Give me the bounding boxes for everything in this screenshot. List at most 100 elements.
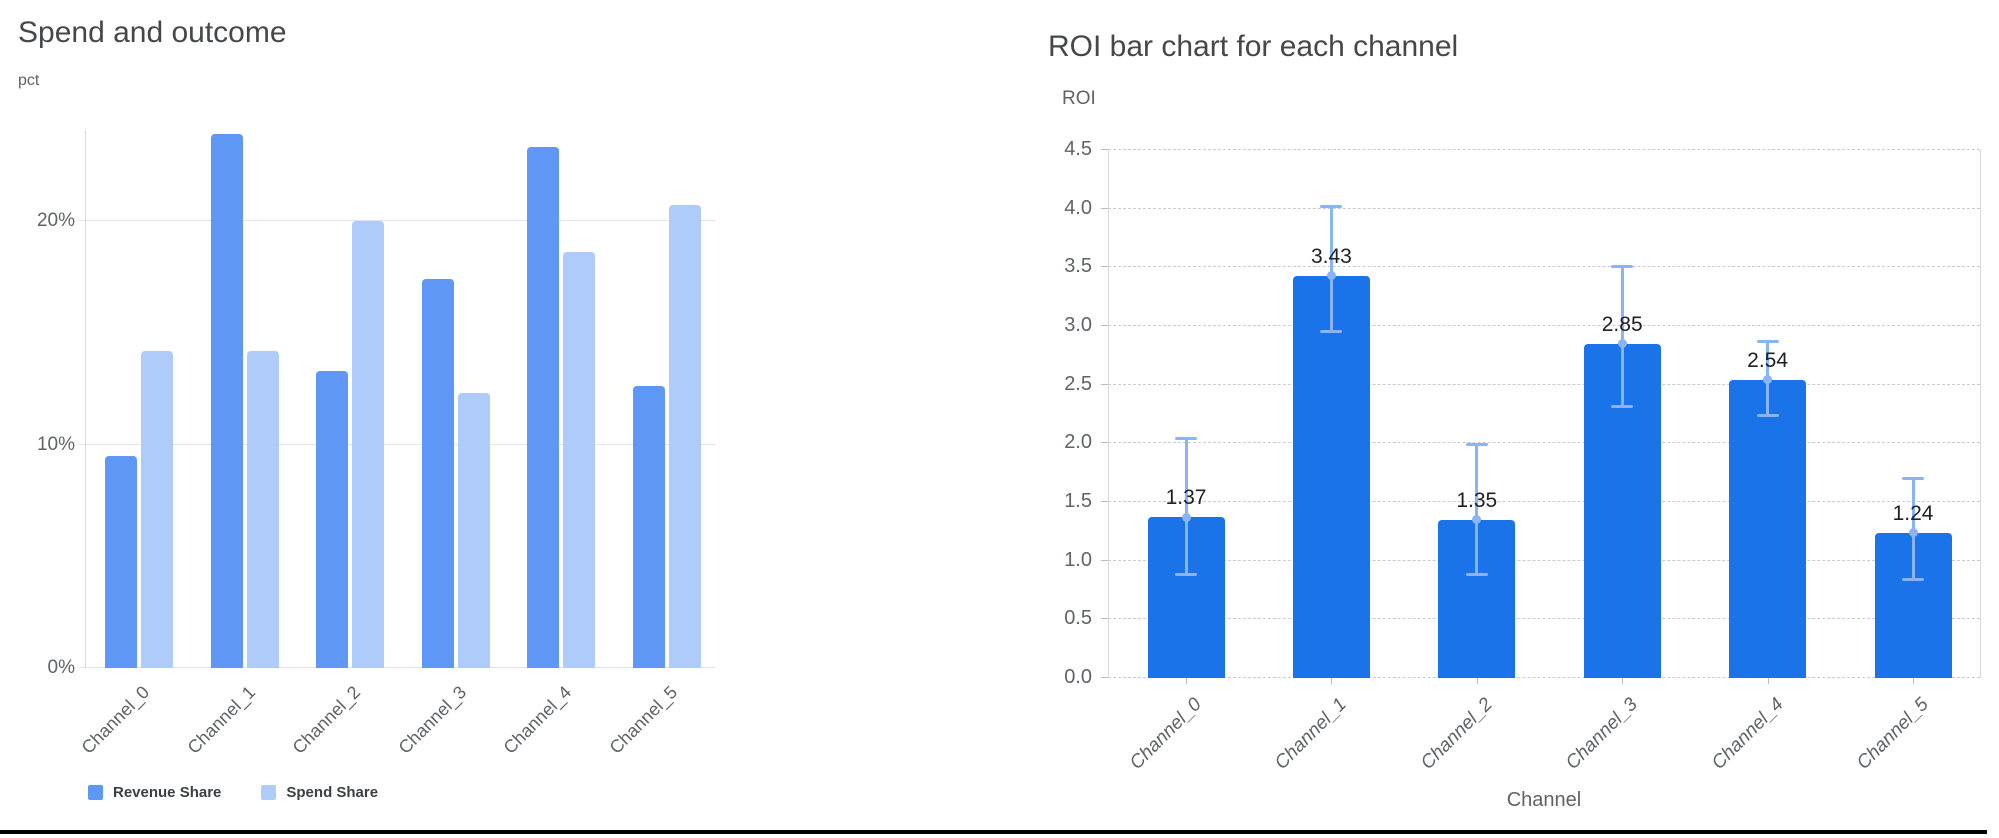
error-bar-line-Channel_3 bbox=[1620, 266, 1624, 407]
error-bar-marker-Channel_4 bbox=[1763, 375, 1773, 385]
bar-revenue-share-Channel_2[interactable] bbox=[316, 370, 349, 668]
y-tick-3.0 bbox=[1101, 325, 1108, 326]
gridline-0.5 bbox=[1108, 618, 1980, 620]
gridline-2.5 bbox=[1108, 383, 1980, 385]
bar-revenue-share-Channel_0[interactable] bbox=[105, 455, 137, 668]
bar-value-label-Channel_0: 1.37 bbox=[1165, 486, 1207, 510]
y-tick-label-3.5: 3.5 bbox=[1064, 255, 1092, 278]
bar-roi-Channel_1[interactable] bbox=[1292, 275, 1370, 678]
x-tick-Channel_1 bbox=[1331, 678, 1333, 684]
y-tick-label-2.5: 2.5 bbox=[1064, 372, 1092, 395]
y-tick-3.5 bbox=[1101, 266, 1108, 268]
gridline-3.0 bbox=[1108, 325, 1980, 326]
bar-value-label-Channel_3: 2.85 bbox=[1601, 312, 1643, 336]
error-bar-cap-bottom-Channel_2 bbox=[1465, 573, 1488, 577]
y-tick-2.0 bbox=[1101, 442, 1108, 444]
y-tick-label-0.5: 0.5 bbox=[1064, 607, 1092, 630]
gridline-4.0 bbox=[1108, 207, 1980, 209]
x-tick-Channel_2 bbox=[1476, 678, 1478, 684]
bar-spend-share-Channel_0[interactable] bbox=[141, 350, 173, 668]
x-tick-label-Channel_3: Channel_3 bbox=[1562, 694, 1643, 774]
error-bar-cap-bottom-Channel_0 bbox=[1175, 573, 1197, 577]
bottom-divider-line bbox=[0, 830, 1987, 834]
error-bar-line-Channel_2 bbox=[1475, 444, 1479, 575]
gridline-2.0 bbox=[1108, 442, 1980, 444]
x-tick-label-Channel_4: Channel_4 bbox=[1707, 694, 1788, 774]
x-tick-Channel_4 bbox=[1767, 678, 1769, 684]
legend-label-spend-share: Spend Share bbox=[286, 784, 379, 801]
bar-revenue-share-Channel_1[interactable] bbox=[210, 133, 243, 668]
gridline-4.5 bbox=[1108, 149, 1980, 150]
bar-revenue-share-Channel_3[interactable] bbox=[421, 279, 454, 668]
error-bar-cap-top-Channel_1 bbox=[1320, 204, 1343, 208]
error-bar-cap-top-Channel_3 bbox=[1611, 264, 1634, 268]
error-bar-cap-top-Channel_2 bbox=[1465, 443, 1488, 446]
y-tick-label-0%: 0% bbox=[47, 657, 75, 678]
roi-chart-title: ROI bar chart for each channel bbox=[1048, 30, 1459, 63]
error-bar-marker-Channel_2 bbox=[1472, 515, 1482, 525]
error-bar-cap-top-Channel_0 bbox=[1175, 437, 1197, 441]
error-bar-line-Channel_1 bbox=[1329, 206, 1333, 332]
bar-value-label-Channel_5: 1.24 bbox=[1892, 501, 1934, 525]
bar-value-label-Channel_1: 3.43 bbox=[1310, 244, 1352, 268]
y-tick-label-4.5: 4.5 bbox=[1064, 138, 1092, 160]
y-tick-1.0 bbox=[1101, 559, 1108, 561]
legend-label-revenue-share: Revenue Share bbox=[113, 784, 222, 801]
bar-revenue-share-Channel_5[interactable] bbox=[633, 386, 665, 668]
gridline-0% bbox=[79, 667, 715, 668]
error-bar-cap-bottom-Channel_3 bbox=[1611, 405, 1634, 409]
gridline-3.5 bbox=[1108, 266, 1980, 268]
bar-value-label-Channel_4: 2.54 bbox=[1747, 348, 1789, 372]
x-tick-Channel_3 bbox=[1622, 678, 1624, 684]
gridline-20% bbox=[79, 220, 715, 221]
y-tick-label-4.0: 4.0 bbox=[1064, 196, 1092, 219]
y-tick-4.0 bbox=[1101, 207, 1108, 209]
legend-item-spend-share[interactable]: Spend Share bbox=[261, 784, 378, 801]
gridline-1.5 bbox=[1108, 501, 1980, 502]
bar-spend-share-Channel_2[interactable] bbox=[352, 221, 385, 668]
x-tick-label-Channel_5: Channel_5 bbox=[1853, 694, 1933, 774]
x-tick-Channel_5 bbox=[1913, 678, 1914, 684]
x-tick-label-Channel_2: Channel_2 bbox=[1416, 694, 1497, 774]
bar-spend-share-Channel_5[interactable] bbox=[669, 205, 701, 668]
legend-item-revenue-share[interactable]: Revenue Share bbox=[88, 784, 221, 801]
gridline-10% bbox=[79, 443, 715, 445]
bar-spend-share-Channel_4[interactable] bbox=[563, 252, 596, 668]
x-tick-label-Channel_1: Channel_1 bbox=[1271, 694, 1352, 774]
y-tick-label-10%: 10% bbox=[36, 433, 75, 455]
gridline-0.0 bbox=[1108, 677, 1980, 678]
y-tick-label-0.0: 0.0 bbox=[1064, 666, 1092, 688]
y-tick-2.5 bbox=[1101, 383, 1108, 385]
plot-right-border bbox=[1980, 150, 1981, 678]
y-tick-0.5 bbox=[1101, 618, 1108, 620]
y-axis-line bbox=[85, 130, 86, 668]
x-tick-label-Channel_0: Channel_0 bbox=[1126, 694, 1206, 774]
error-bar-cap-top-Channel_4 bbox=[1756, 339, 1779, 343]
y-tick-label-3.0: 3.0 bbox=[1064, 314, 1092, 336]
y-tick-label-20%: 20% bbox=[36, 210, 75, 231]
bar-spend-share-Channel_3[interactable] bbox=[457, 393, 490, 668]
error-bar-cap-top-Channel_5 bbox=[1902, 477, 1924, 481]
y-axis-line bbox=[1108, 150, 1109, 678]
bar-roi-Channel_4[interactable] bbox=[1729, 379, 1807, 678]
y-tick-1.5 bbox=[1101, 501, 1108, 502]
error-bar-marker-Channel_1 bbox=[1326, 271, 1336, 281]
legend-swatch-spend-share bbox=[261, 785, 277, 800]
y-tick-label-2.0: 2.0 bbox=[1064, 431, 1092, 454]
bar-revenue-share-Channel_4[interactable] bbox=[527, 147, 560, 668]
bar-spend-share-Channel_1[interactable] bbox=[246, 350, 279, 668]
spend-outcome-chart-title: Spend and outcome bbox=[18, 16, 287, 49]
error-bar-marker-Channel_3 bbox=[1617, 339, 1627, 349]
error-bar-cap-bottom-Channel_4 bbox=[1756, 413, 1779, 417]
error-bar-cap-bottom-Channel_1 bbox=[1320, 330, 1343, 334]
y-tick-0.0 bbox=[1101, 677, 1108, 678]
y-tick-label-1.0: 1.0 bbox=[1064, 548, 1092, 571]
error-bar-cap-bottom-Channel_5 bbox=[1902, 577, 1924, 581]
spend-outcome-y-unit-label: pct bbox=[18, 72, 40, 89]
error-bar-marker-Channel_0 bbox=[1181, 512, 1191, 522]
error-bar-line-Channel_0 bbox=[1184, 438, 1188, 575]
spend-outcome-legend: Revenue Share Spend Share bbox=[88, 784, 378, 801]
